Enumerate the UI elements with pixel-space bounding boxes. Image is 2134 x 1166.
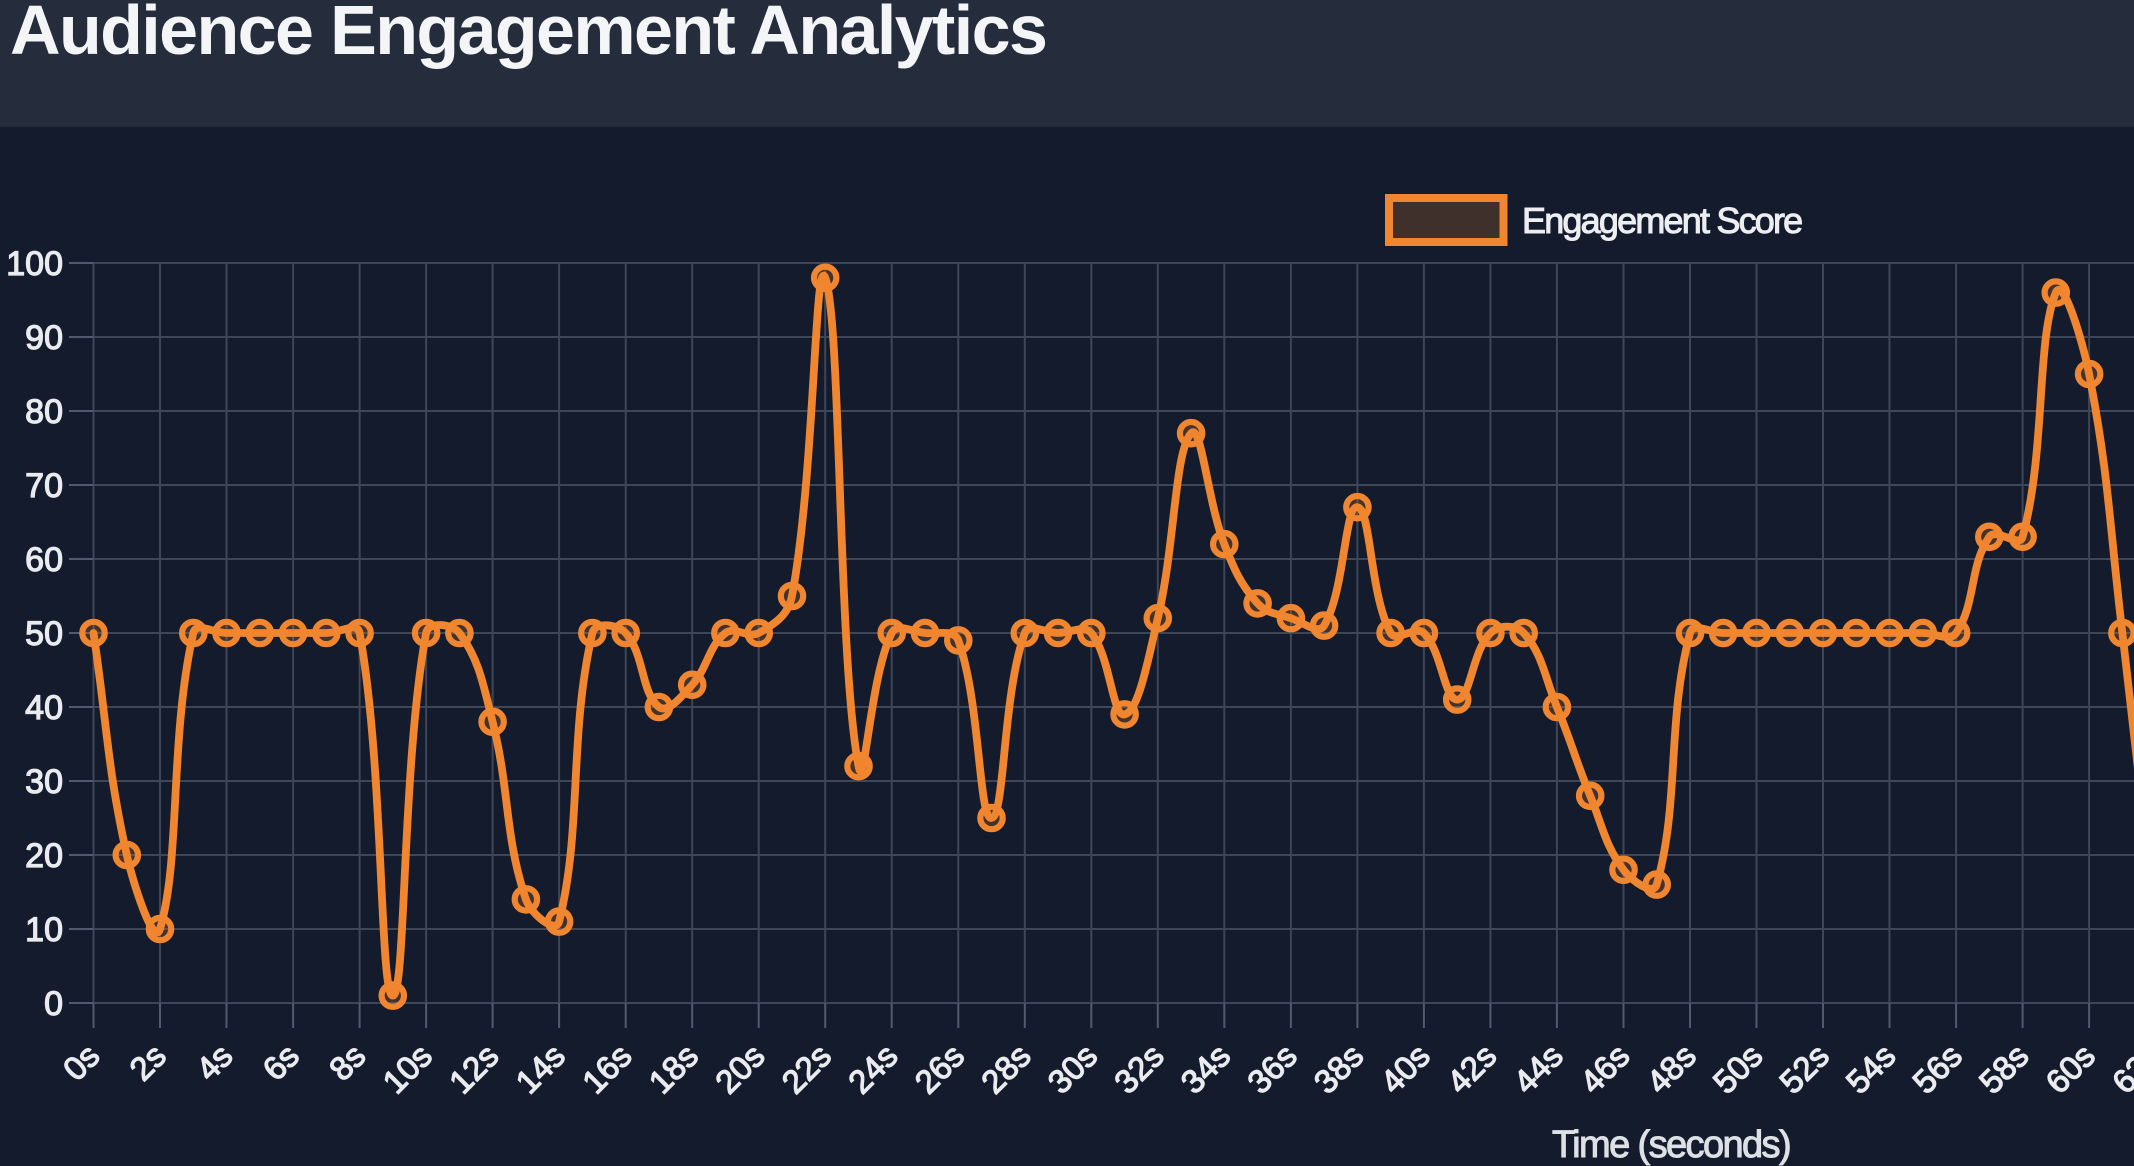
svg-text:Time (seconds): Time (seconds): [1552, 1124, 1790, 1166]
svg-text:80: 80: [25, 393, 63, 431]
svg-text:100: 100: [6, 245, 63, 283]
svg-text:30: 30: [25, 763, 63, 801]
svg-text:50: 50: [25, 615, 63, 653]
svg-text:60: 60: [25, 541, 63, 579]
svg-text:Engagement Score: Engagement Score: [1522, 200, 1802, 241]
svg-text:10: 10: [25, 911, 63, 949]
svg-text:90: 90: [25, 319, 63, 357]
svg-text:40: 40: [25, 689, 63, 727]
svg-text:20: 20: [25, 837, 63, 875]
svg-text:0: 0: [44, 985, 63, 1023]
svg-text:70: 70: [25, 467, 63, 505]
